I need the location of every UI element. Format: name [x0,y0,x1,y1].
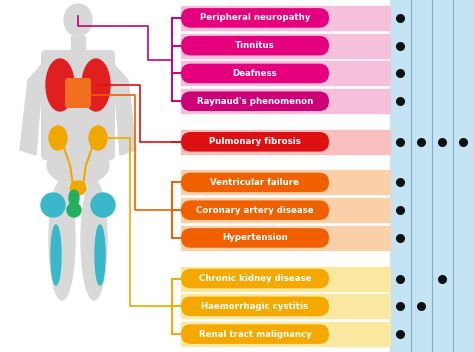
Text: Raynaud's phenomenon: Raynaud's phenomenon [197,97,313,106]
Bar [181,226,390,250]
FancyBboxPatch shape [181,200,329,220]
Text: Hypertension: Hypertension [222,233,288,243]
Polygon shape [20,60,58,155]
Text: Chronic kidney disease: Chronic kidney disease [199,274,311,283]
FancyBboxPatch shape [181,132,329,152]
Ellipse shape [49,180,75,300]
FancyBboxPatch shape [181,92,329,111]
Ellipse shape [51,225,61,285]
Ellipse shape [64,4,92,36]
Ellipse shape [70,181,86,195]
Bar [181,6,390,30]
Text: Coronary artery disease: Coronary artery disease [196,206,314,215]
Bar [181,89,390,113]
Bar [181,62,390,86]
Text: Deafness: Deafness [233,69,277,78]
Bar [390,0,474,352]
Bar [181,294,390,318]
FancyBboxPatch shape [181,36,329,56]
Bar [181,130,390,154]
Bar [181,266,390,290]
Ellipse shape [81,180,107,300]
Ellipse shape [47,145,109,185]
Ellipse shape [82,59,110,111]
Ellipse shape [95,225,105,285]
Bar [181,34,390,58]
Circle shape [91,193,115,217]
Ellipse shape [49,126,67,150]
Text: Peripheral neuropathy: Peripheral neuropathy [200,13,310,23]
Ellipse shape [46,59,74,111]
FancyBboxPatch shape [181,324,329,344]
FancyBboxPatch shape [181,228,329,248]
Text: Renal tract malignancy: Renal tract malignancy [199,329,311,339]
Text: Tinnitus: Tinnitus [235,41,275,50]
Text: Haemorrhagic cystitis: Haemorrhagic cystitis [201,302,309,311]
FancyBboxPatch shape [181,172,329,192]
Bar [181,198,390,222]
FancyBboxPatch shape [181,296,329,316]
Text: Ventricular failure: Ventricular failure [210,178,300,187]
Bar [181,170,390,194]
Ellipse shape [89,126,107,150]
FancyBboxPatch shape [41,50,115,160]
FancyBboxPatch shape [181,8,329,28]
Ellipse shape [69,190,79,206]
Bar [71,36,85,50]
FancyBboxPatch shape [181,64,329,83]
FancyBboxPatch shape [181,269,329,288]
Text: Pulmonary fibrosis: Pulmonary fibrosis [209,137,301,146]
Bar [181,322,390,346]
FancyBboxPatch shape [65,78,91,108]
Circle shape [41,193,65,217]
Polygon shape [98,60,136,155]
Circle shape [67,203,81,217]
